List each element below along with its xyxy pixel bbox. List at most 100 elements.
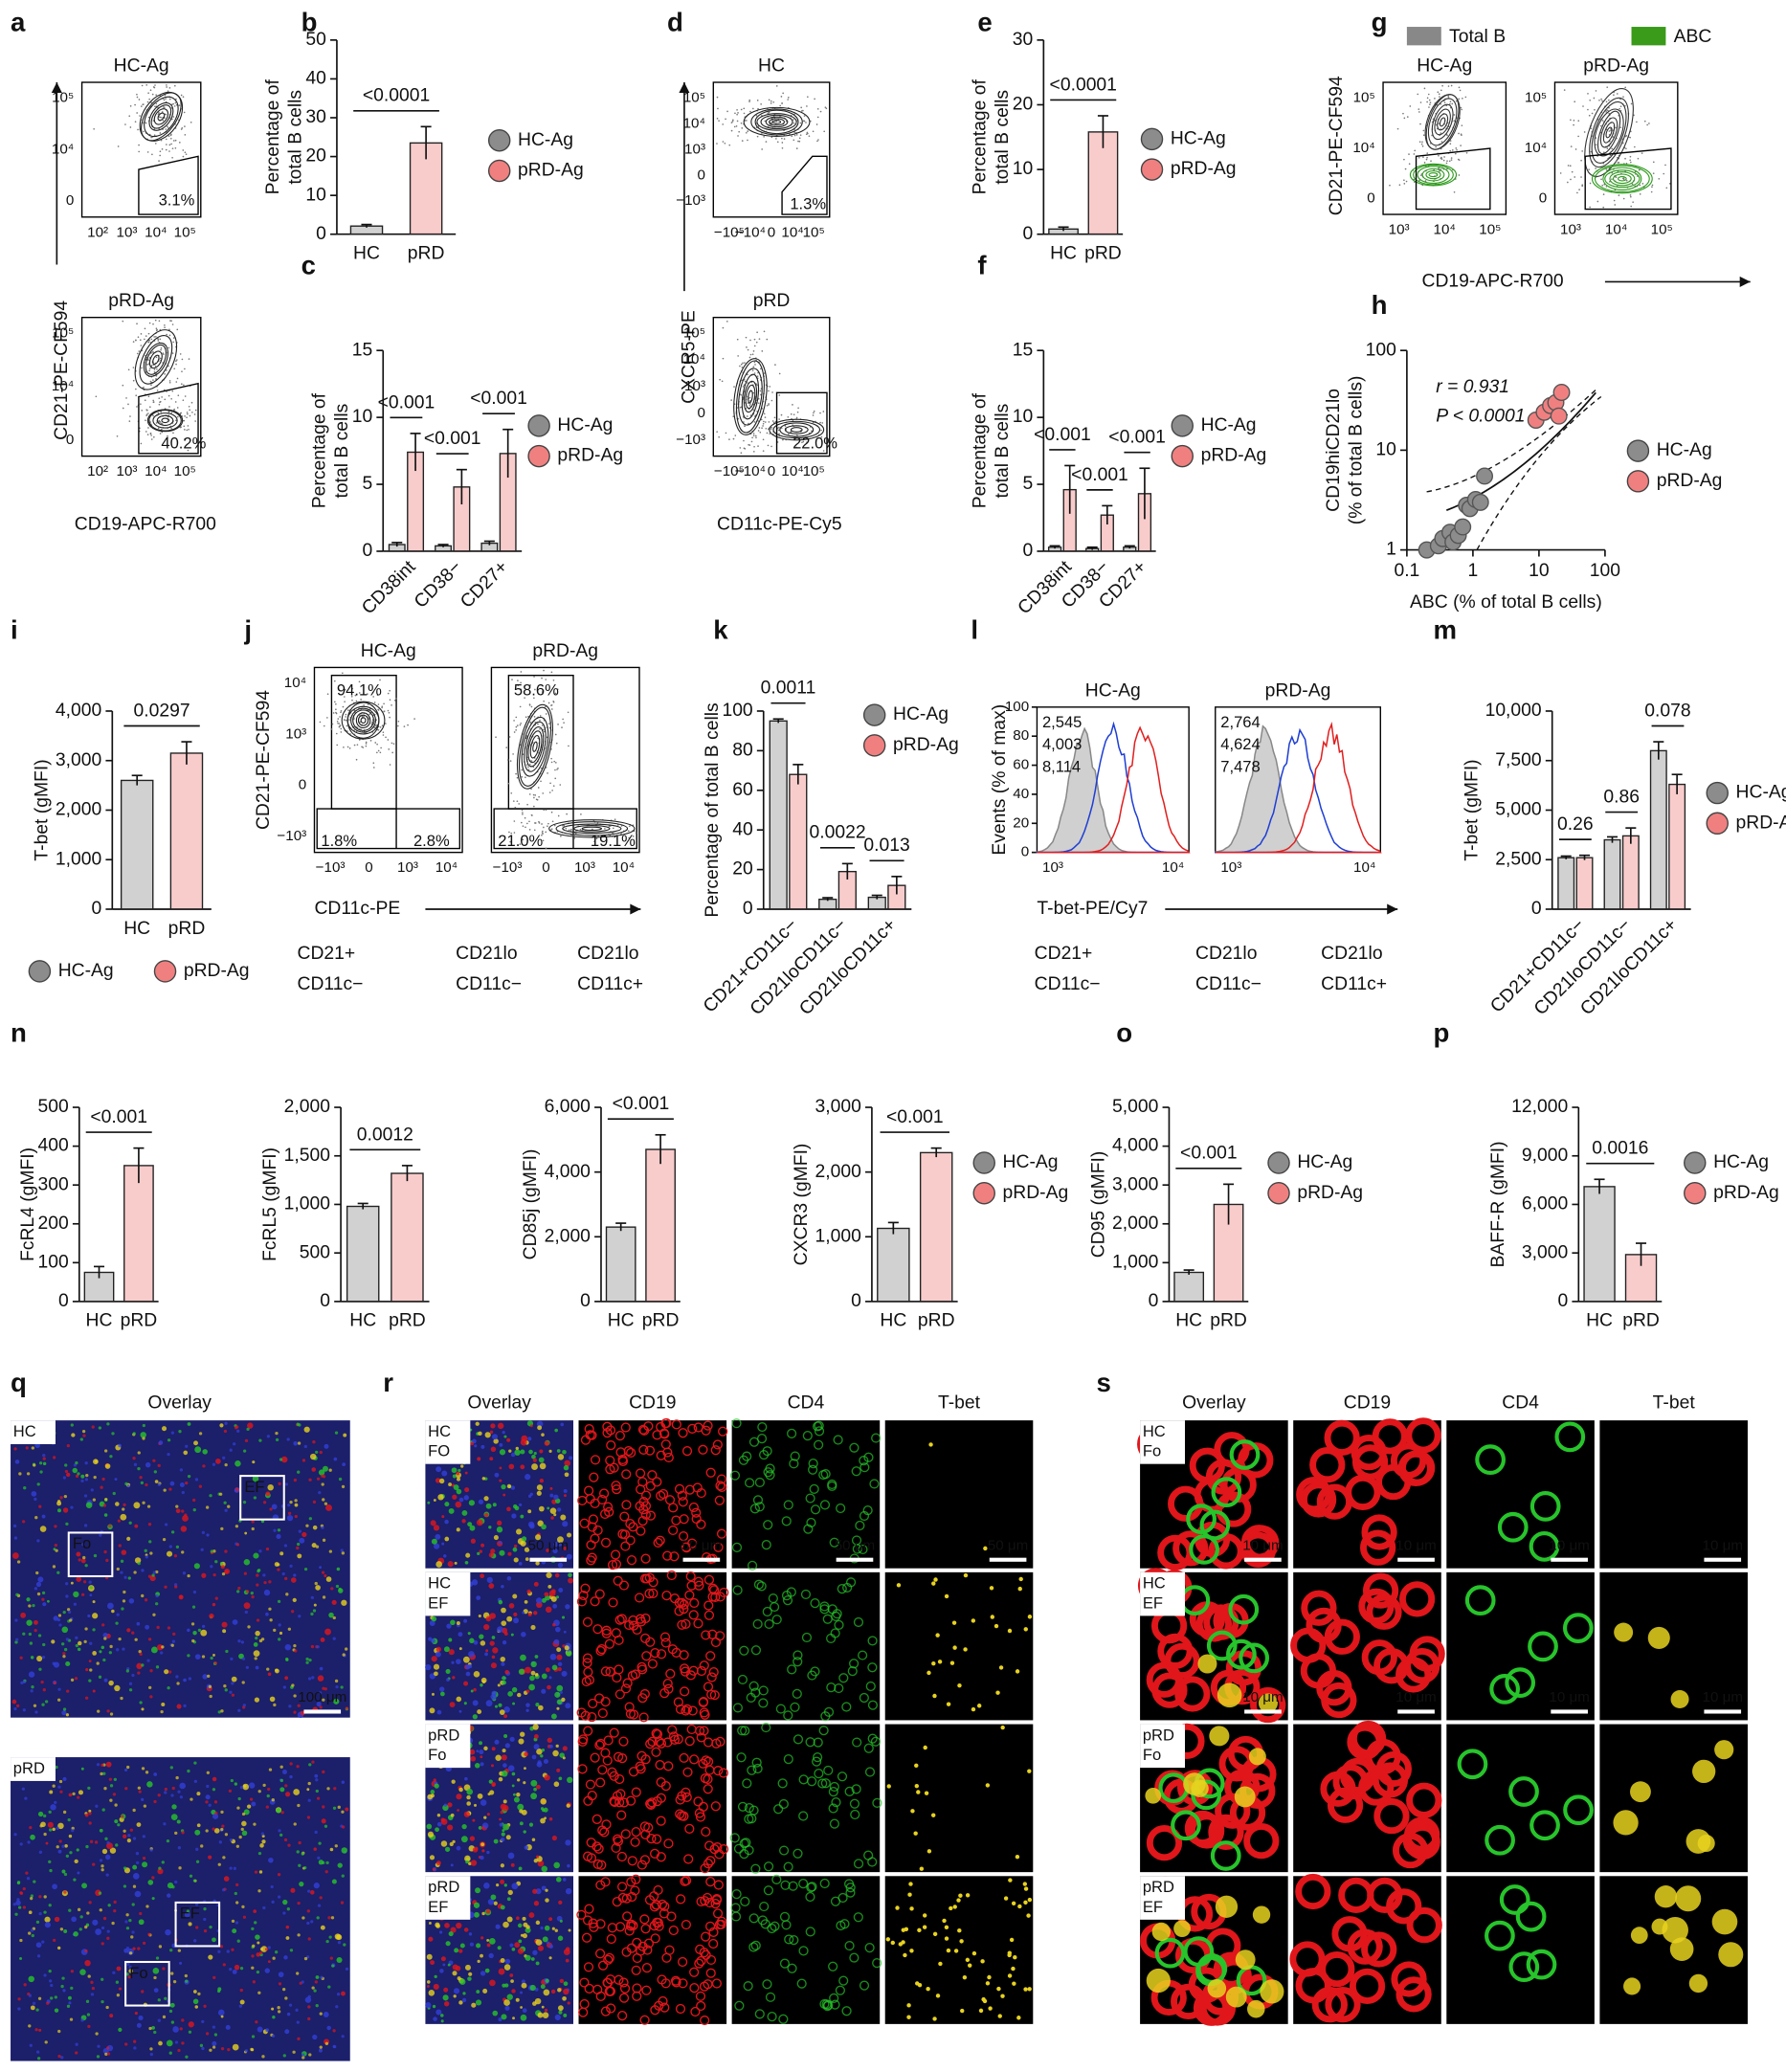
cell [223,1876,230,1882]
event-dot [744,120,747,122]
cell [489,1790,495,1795]
y-axis-label: BAFF-R (gMFI) [1488,1141,1508,1267]
event-dot [540,767,543,769]
cell [546,1548,549,1552]
event-dot [726,110,728,113]
cell [435,1561,443,1568]
event-dot [739,365,741,368]
arrow-head [1739,276,1751,287]
cell [307,1798,311,1802]
cell [42,1457,46,1460]
cell [345,1967,349,1972]
event-dot [1583,131,1586,133]
event-dot [764,120,767,123]
event-dot [181,358,184,361]
event-dot [174,401,177,403]
x-tick-label: 10³ [117,463,138,479]
cell [138,1650,142,1654]
contour [1591,164,1653,194]
cell [318,2048,323,2053]
cell [123,1503,126,1507]
event-dot [1418,179,1420,182]
contour [1425,170,1441,180]
event-dot [1610,129,1612,132]
cell [322,1860,325,1865]
cell [537,1425,543,1431]
event-dot [166,86,167,88]
event-dot [1625,163,1628,165]
contour [139,335,173,385]
cell [100,1763,104,1767]
event-dot [168,87,171,89]
event-dot [1464,96,1467,99]
p-value: <0.0001 [1050,75,1117,95]
contour [738,368,763,426]
cell [541,1688,547,1694]
event-dot [152,399,155,402]
cell [194,1829,201,1836]
cell [75,2051,78,2055]
cell [549,1486,553,1490]
p-value: <0.0001 [363,86,430,106]
cell [114,1803,118,1807]
x-tick-label: 10⁴ [781,224,803,240]
cell [499,1549,505,1556]
cell [286,1437,290,1441]
cell [480,1640,486,1646]
cell [77,1907,81,1911]
y-tick-label: 100 [1366,340,1396,360]
cell [547,1584,552,1589]
event-dot [748,404,751,407]
contour [521,716,549,777]
cell [169,2002,175,2008]
cell [501,1483,506,1490]
cell [212,1937,216,1943]
cell [41,1591,46,1595]
x-tick-label: 10 [1529,561,1549,581]
cell [214,1596,218,1600]
plot-title: pRD-Ag [108,291,174,311]
event-dot [547,723,550,725]
cell [315,1789,319,1794]
cell [39,1526,47,1532]
cell [265,1805,269,1809]
event-dot [381,706,383,709]
cell [691,1507,702,1518]
legend-marker [1684,1182,1707,1205]
event-dot [154,365,157,368]
event-dot [1639,193,1641,195]
cell [279,1787,285,1793]
cell [88,1580,92,1584]
cell [141,1663,145,1667]
event-dot [740,108,743,111]
event-dot [141,410,144,412]
cell [288,1704,292,1708]
cell [209,2048,212,2052]
cell [83,1639,87,1644]
event-dot [515,729,517,731]
cell [334,1679,339,1683]
event-dot [816,116,819,119]
cell [696,1487,706,1499]
cell [497,1683,501,1687]
bar [1087,131,1119,235]
event-dot [158,112,160,115]
event-dot [521,775,524,778]
cell [170,1972,174,1975]
legend-marker [1171,414,1194,437]
cell [234,1964,240,1971]
cell [61,1844,65,1848]
cell [174,2040,179,2044]
cell [242,1449,247,1453]
event-dot [358,680,361,683]
cell [277,1895,281,1899]
event-dot [539,715,542,717]
cell [493,1535,499,1541]
gate [781,155,828,215]
cell [490,1662,498,1669]
cell [100,1868,104,1872]
y-axis-label: (% of total B cells) [1346,376,1366,525]
event-dot [160,348,162,351]
event-dot [756,135,759,138]
cell [26,1877,31,1881]
